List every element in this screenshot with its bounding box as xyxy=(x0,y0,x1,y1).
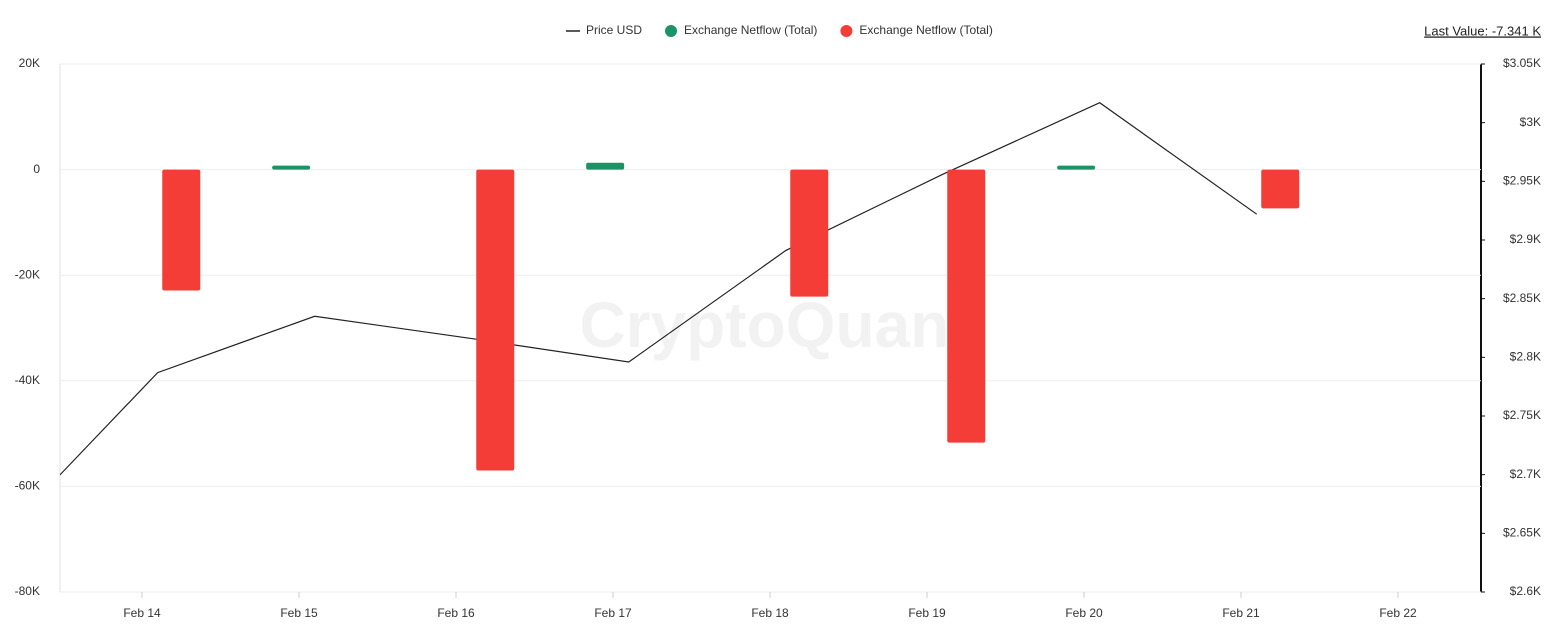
x-tick-label: Feb 18 xyxy=(751,606,789,620)
y-tick-label: 0 xyxy=(33,162,40,176)
y2-tick-label: $2.9K xyxy=(1510,232,1541,246)
legend-icon xyxy=(840,25,853,37)
y2-tick-label: $2.65K xyxy=(1503,526,1541,540)
y2-tick-label: $2.95K xyxy=(1503,174,1541,188)
y2-tick-label: $2.6K xyxy=(1510,584,1541,598)
y-tick-label: -20K xyxy=(15,267,40,281)
x-tick-label: Feb 16 xyxy=(437,606,475,620)
bar xyxy=(586,162,625,170)
y-tick-label: -80K xyxy=(15,584,40,598)
x-tick-label: Feb 14 xyxy=(123,606,161,620)
y2-tick-label: $3.05K xyxy=(1503,56,1541,70)
x-tick-label: Feb 17 xyxy=(594,606,632,620)
legend-icon xyxy=(665,25,678,37)
x-tick-label: Feb 20 xyxy=(1065,606,1103,620)
legend-label: Price USD xyxy=(586,23,642,37)
x-tick-label: Feb 19 xyxy=(908,606,946,620)
x-tick-label: Feb 21 xyxy=(1222,606,1260,620)
bar xyxy=(1261,169,1300,209)
watermark: CryptoQuant xyxy=(579,289,970,361)
y-tick-label: 20K xyxy=(19,56,40,70)
x-tick-label: Feb 15 xyxy=(280,606,318,620)
bar xyxy=(272,165,311,170)
y-tick-label: -40K xyxy=(15,373,40,387)
bar xyxy=(790,169,829,297)
legend-label: Exchange Netflow (Total) xyxy=(684,23,817,37)
price-line xyxy=(60,102,1258,476)
bar xyxy=(1057,165,1096,170)
legend-label: Exchange Netflow (Total) xyxy=(859,23,992,37)
y2-tick-label: $3K xyxy=(1520,115,1541,129)
y2-tick-label: $2.85K xyxy=(1503,291,1541,305)
last-value[interactable]: Last Value: -7.341 K xyxy=(1424,23,1541,38)
bar xyxy=(162,169,201,291)
y2-tick-label: $2.7K xyxy=(1510,467,1541,481)
x-tick-label: Feb 22 xyxy=(1379,606,1417,620)
plot-area xyxy=(60,102,1300,476)
y-tick-label: -60K xyxy=(15,479,40,493)
bar xyxy=(947,169,986,443)
bar xyxy=(476,169,515,471)
y2-tick-label: $2.75K xyxy=(1503,408,1541,422)
y2-tick-label: $2.8K xyxy=(1510,350,1541,364)
